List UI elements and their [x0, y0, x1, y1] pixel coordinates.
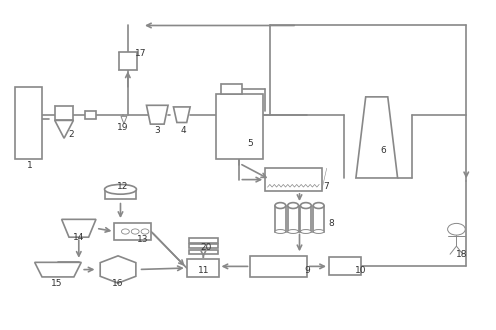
Text: 16: 16 [112, 279, 124, 288]
Text: 7: 7 [323, 182, 329, 191]
Polygon shape [55, 120, 73, 138]
Text: 6: 6 [380, 146, 386, 155]
Text: 2: 2 [68, 130, 74, 139]
Circle shape [122, 229, 129, 234]
Bar [189, 244, 218, 248]
Text: 11: 11 [198, 266, 210, 275]
Polygon shape [35, 262, 81, 277]
Bar [15, 87, 42, 158]
Bar [265, 168, 321, 191]
Text: 12: 12 [117, 182, 128, 191]
Ellipse shape [288, 203, 299, 209]
Bar [189, 250, 218, 254]
Text: 8: 8 [328, 219, 334, 228]
Ellipse shape [275, 203, 286, 209]
Bar [288, 206, 299, 232]
Bar [329, 257, 361, 275]
Polygon shape [100, 256, 136, 283]
Text: 14: 14 [73, 234, 84, 243]
Polygon shape [146, 105, 168, 124]
Bar [186, 259, 219, 277]
Bar [85, 111, 96, 118]
Ellipse shape [275, 230, 286, 233]
Polygon shape [121, 116, 127, 124]
Bar [216, 94, 263, 158]
Ellipse shape [313, 230, 324, 233]
Text: 3: 3 [154, 126, 160, 135]
Ellipse shape [288, 230, 299, 233]
Bar [275, 206, 286, 232]
Text: 20: 20 [200, 243, 212, 252]
Polygon shape [356, 97, 398, 178]
Bar [115, 223, 151, 241]
Text: 4: 4 [181, 126, 186, 135]
Circle shape [141, 229, 149, 234]
Text: 10: 10 [355, 266, 367, 275]
Ellipse shape [313, 203, 324, 209]
Ellipse shape [301, 230, 311, 233]
Bar [301, 206, 311, 232]
Text: 13: 13 [137, 235, 148, 244]
Text: 15: 15 [51, 279, 62, 288]
Bar [55, 106, 73, 120]
Polygon shape [174, 107, 190, 122]
Text: 17: 17 [135, 49, 147, 57]
Bar [189, 238, 218, 243]
Text: 9: 9 [304, 266, 310, 275]
Circle shape [131, 229, 139, 234]
Bar [105, 189, 136, 199]
Ellipse shape [105, 184, 136, 194]
Bar [313, 206, 324, 232]
Text: 18: 18 [456, 250, 467, 259]
Bar [250, 256, 307, 277]
Text: 5: 5 [248, 139, 253, 148]
Bar [221, 84, 242, 94]
Polygon shape [62, 219, 96, 237]
Bar [119, 52, 137, 70]
Ellipse shape [301, 203, 311, 209]
Text: 1: 1 [27, 160, 33, 170]
Text: 19: 19 [117, 123, 128, 132]
Circle shape [447, 223, 465, 235]
